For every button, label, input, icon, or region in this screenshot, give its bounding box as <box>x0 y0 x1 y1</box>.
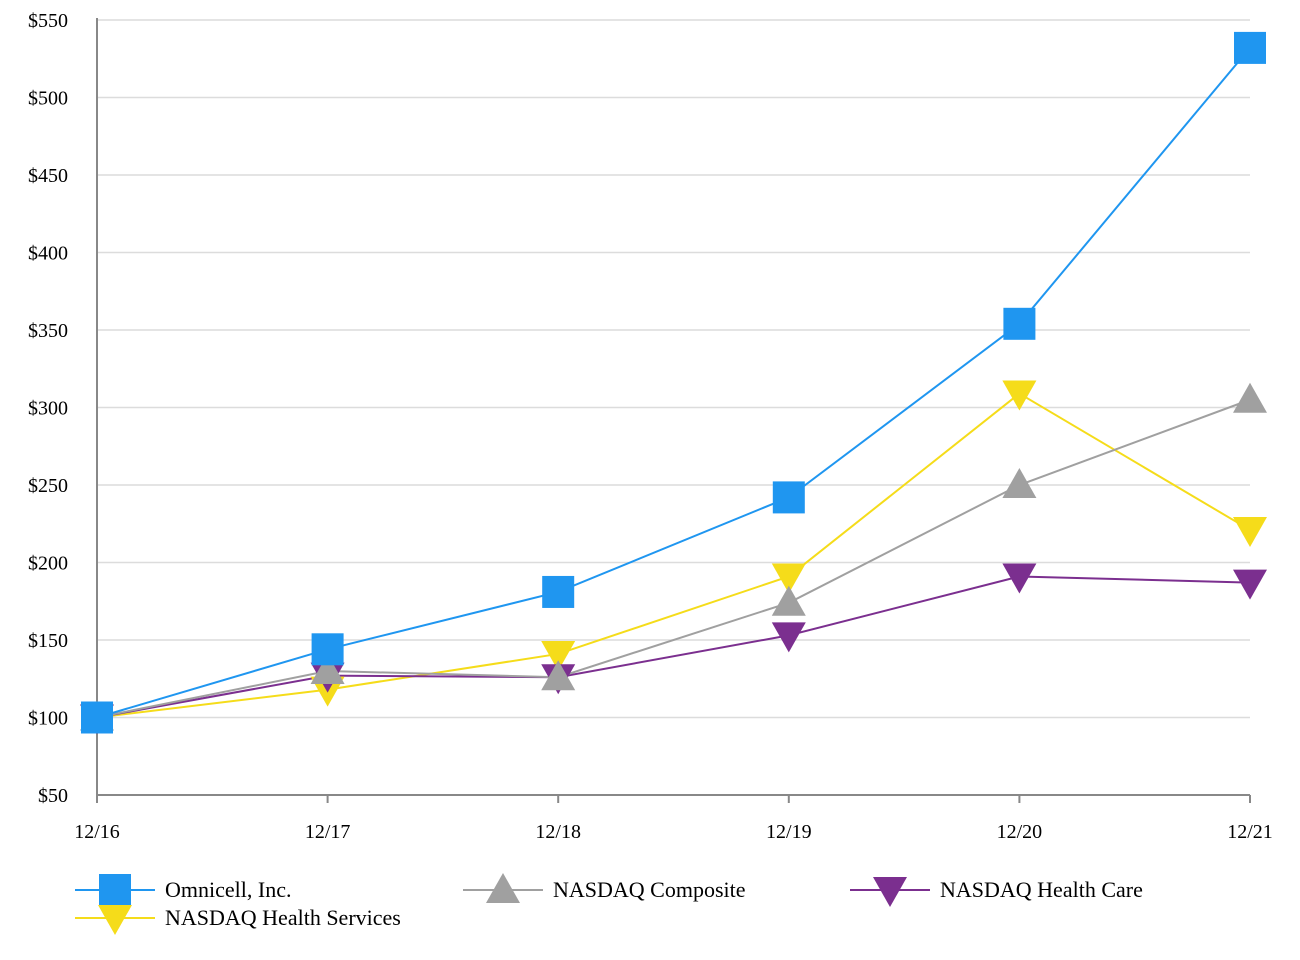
x-tick-label: 12/21 <box>1227 821 1273 843</box>
data-point <box>771 585 806 616</box>
y-tick-label: $400 <box>28 243 68 265</box>
data-point <box>1233 516 1267 547</box>
legend-marker <box>873 877 907 907</box>
data-point <box>1234 31 1266 64</box>
y-tick-label: $150 <box>28 630 68 652</box>
series-line <box>96 398 1251 719</box>
legend-marker <box>99 874 131 906</box>
series-line <box>96 392 1251 719</box>
data-point <box>81 701 113 734</box>
y-tick-label: $200 <box>28 553 68 575</box>
data-point <box>1233 569 1267 600</box>
axes <box>96 18 1251 803</box>
legend-marker <box>486 873 520 903</box>
x-tick-label: 12/20 <box>997 821 1043 843</box>
legend: Omnicell, Inc. NASDAQ Composite NASDAQ Hea… <box>75 873 1143 935</box>
x-tick-label: 12/18 <box>535 821 581 843</box>
legend-label: NASDAQ Composite <box>553 877 746 902</box>
data-point <box>771 622 806 653</box>
y-tick-label: $300 <box>28 398 68 420</box>
data-point <box>541 660 576 691</box>
y-tick-labels: $50 $100 $150 $200 $250 $300 $350 $400 $450 $500 $… <box>28 10 68 807</box>
legend-label: NASDAQ Health Services <box>165 905 401 930</box>
data-point <box>1002 380 1037 411</box>
y-tick-label: $550 <box>28 10 68 32</box>
y-tick-label: $50 <box>38 785 68 807</box>
series-group <box>80 31 1267 735</box>
x-tick-label: 12/16 <box>74 821 120 843</box>
legend-marker <box>98 905 132 935</box>
y-tick-label: $500 <box>28 88 68 110</box>
data-point <box>1003 307 1036 340</box>
series-line <box>96 47 1251 719</box>
y-tick-label: $450 <box>28 165 68 187</box>
data-point <box>772 481 805 514</box>
data-point <box>542 575 575 608</box>
legend-label: Omnicell, Inc. <box>165 877 291 902</box>
data-point <box>771 563 806 594</box>
y-tick-label: $350 <box>28 320 68 342</box>
data-point <box>310 654 345 684</box>
legend-label: NASDAQ Health Care <box>940 877 1143 902</box>
data-point <box>541 640 576 671</box>
y-tick-label: $100 <box>28 708 68 730</box>
x-tick-label: 12/17 <box>305 821 351 843</box>
data-point <box>311 633 344 666</box>
x-tick-labels: 12/16 12/17 12/18 12/19 12/20 12/21 <box>74 821 1273 843</box>
data-point <box>1002 563 1037 594</box>
data-point <box>1233 382 1267 413</box>
x-tick-label: 12/19 <box>766 821 812 843</box>
data-point <box>1002 468 1037 498</box>
y-tick-label: $250 <box>28 475 68 497</box>
grid-lines <box>97 19 1250 719</box>
series-line <box>96 575 1251 719</box>
